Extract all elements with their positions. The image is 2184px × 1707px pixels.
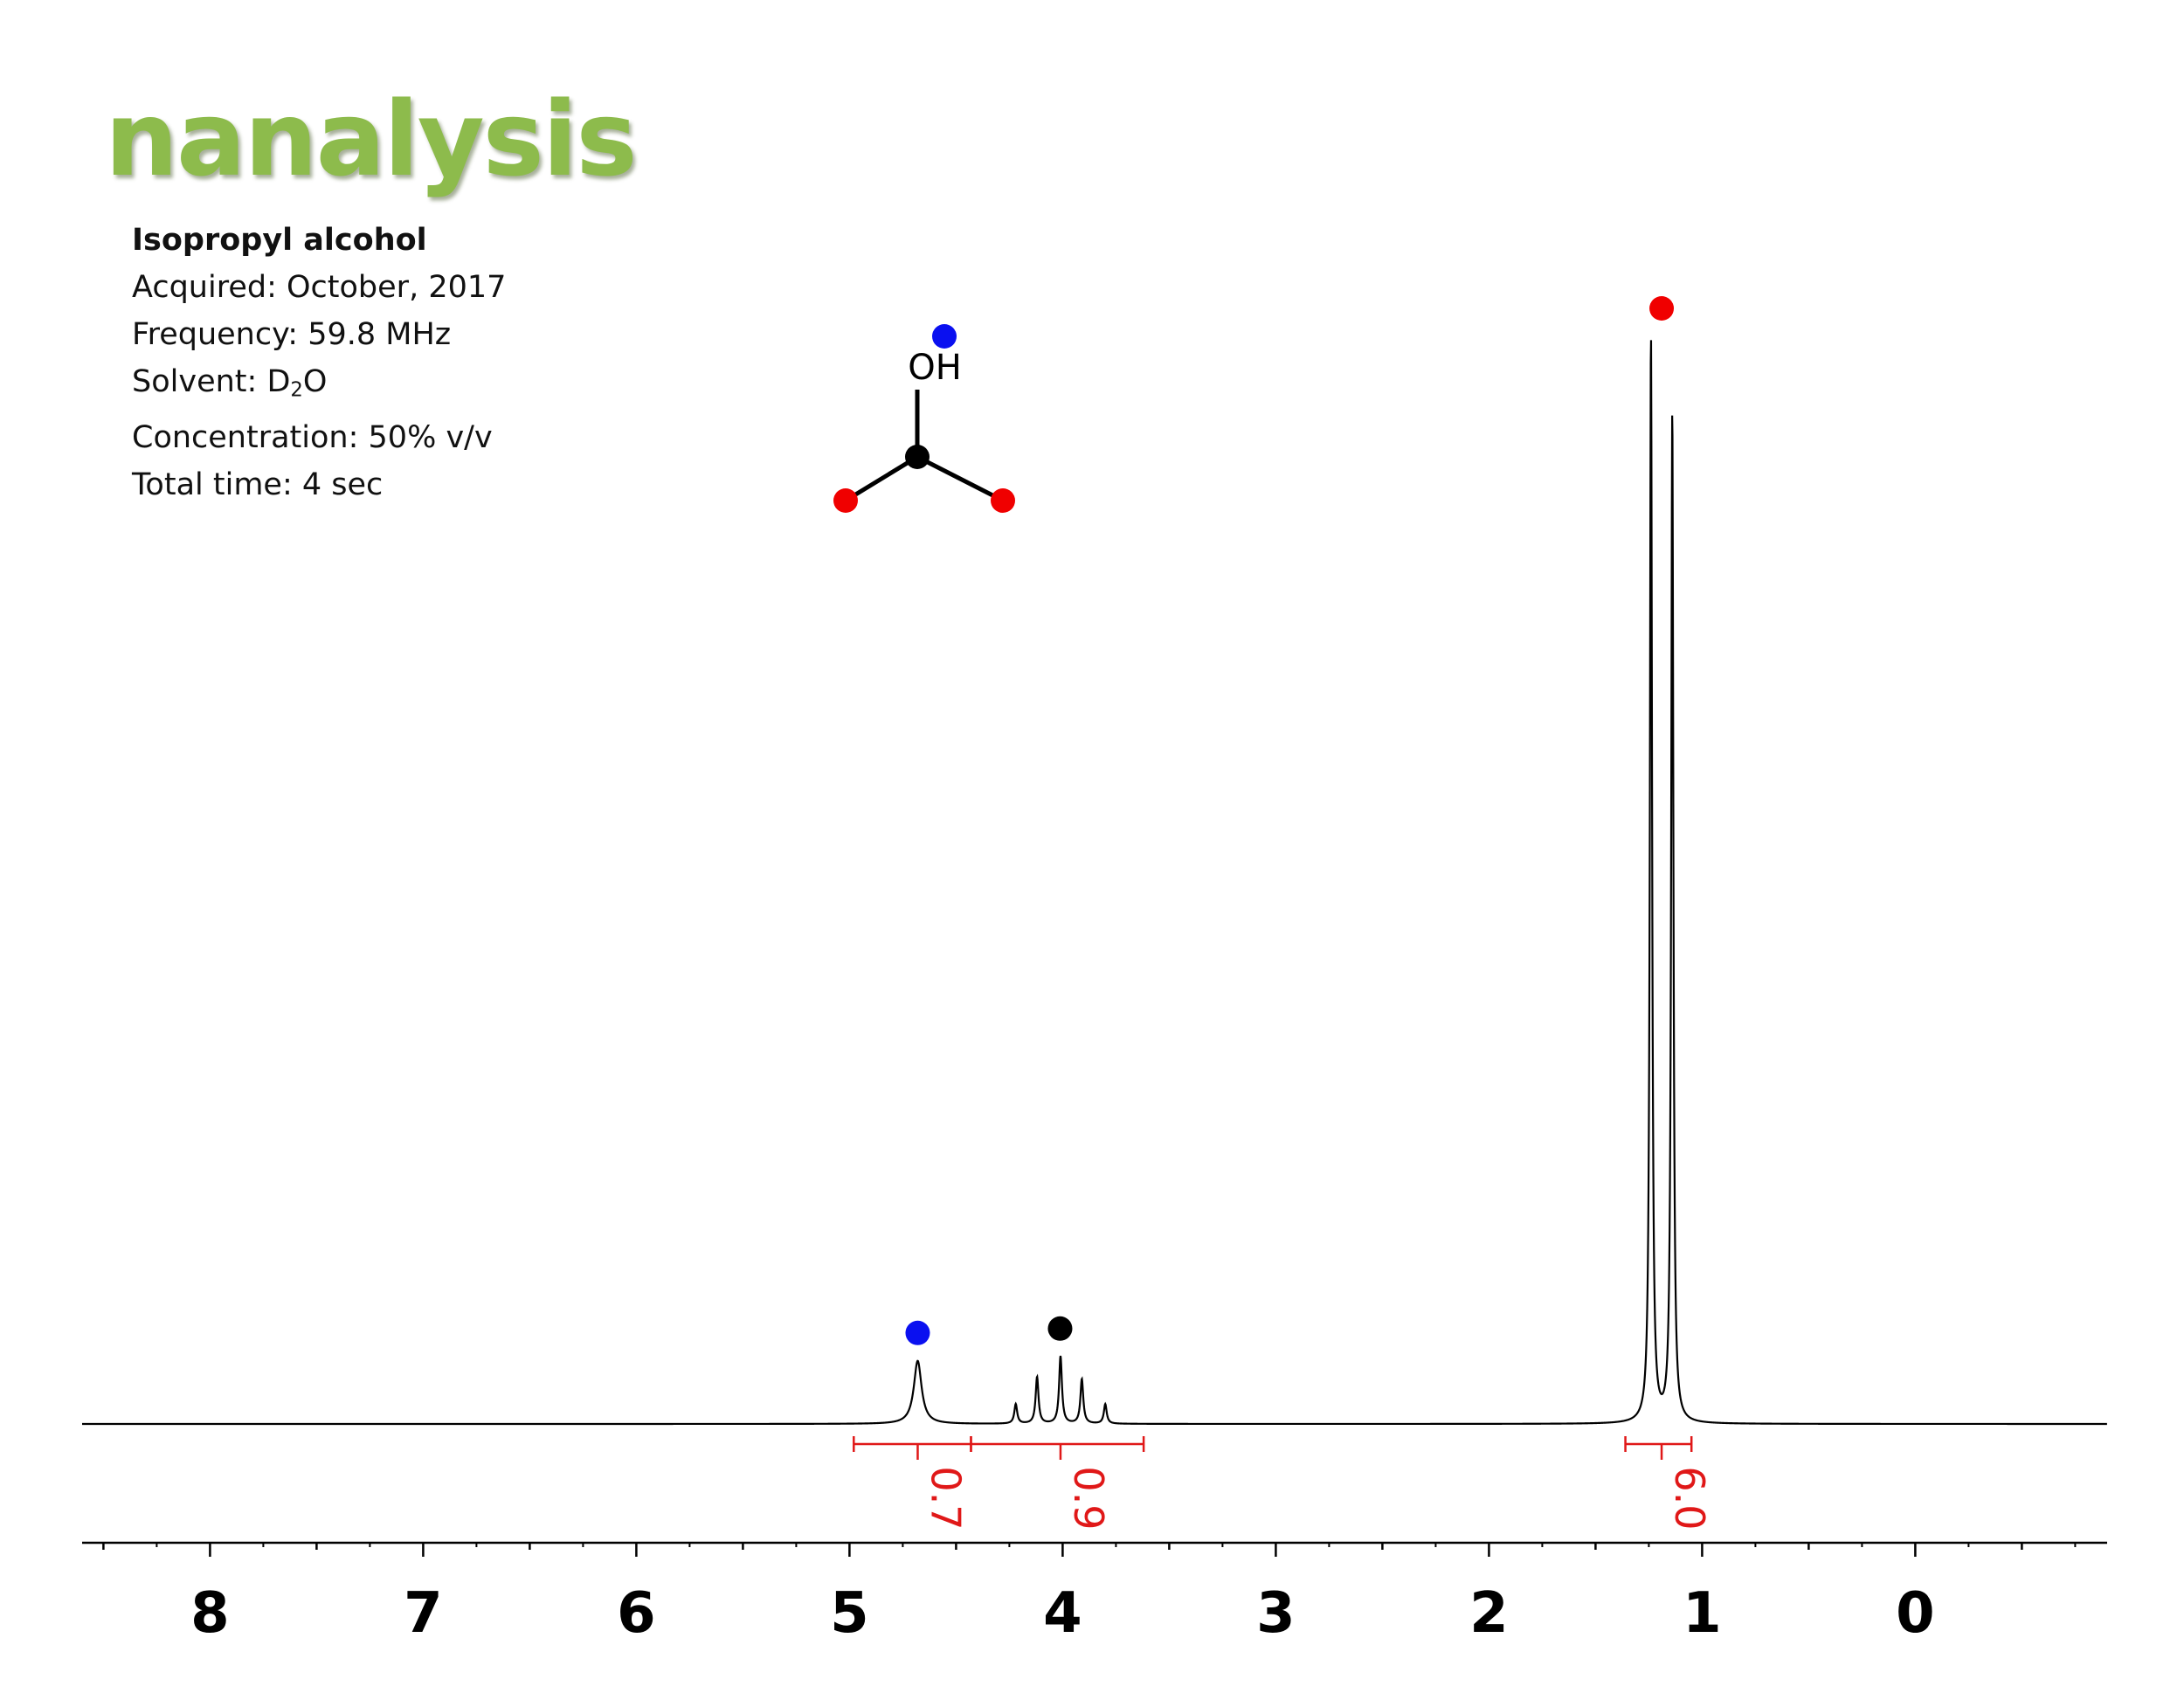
oh-label: OH — [908, 348, 962, 388]
integrals: 0.7 0.9 6.0 — [853, 1436, 1713, 1531]
peak-marker-ch — [1047, 1316, 1073, 1341]
x-tick-label: 8 — [190, 1581, 230, 1646]
molecule-structure: OH — [833, 324, 1015, 513]
frequency-line: Frequency: 59.8 MHz — [132, 317, 452, 352]
x-tick-label: 1 — [1683, 1581, 1722, 1646]
x-tick-label: 7 — [404, 1581, 443, 1646]
solvent-line: Solvent: D2O — [132, 364, 328, 402]
total-time-value: 4 sec — [301, 466, 384, 502]
x-tick-label: 3 — [1256, 1581, 1296, 1646]
concentration-value: 50% v/v — [368, 419, 493, 455]
total-time-line: Total time: 4 sec — [132, 466, 384, 502]
spectrum-trace — [82, 340, 2107, 1426]
c-ch3-bond-right — [916, 454, 1005, 503]
peak-marker-ch3 — [1649, 296, 1675, 321]
acquired-value: October, 2017 — [287, 270, 507, 305]
sample-title: Isopropyl alcohol — [132, 223, 427, 258]
ch-atom-marker — [905, 445, 930, 469]
x-tick-label: 4 — [1043, 1581, 1082, 1646]
x-tick-label: 5 — [830, 1581, 869, 1646]
integral-1: 0.9 — [970, 1436, 1145, 1531]
ch3-atom-marker-right — [991, 488, 1015, 513]
x-axis-ticks: 8 7 6 5 4 3 2 1 0 — [102, 1543, 2077, 1646]
nanalysis-logo: nanalysis — [105, 79, 638, 199]
x-tick-label: 6 — [617, 1581, 656, 1646]
sample-info: Isopropyl alcohol Acquired: October, 201… — [132, 217, 506, 508]
concentration-line: Concentration: 50% v/v — [132, 419, 493, 455]
integral-0: 0.7 — [853, 1436, 972, 1531]
integral-label: 0.9 — [1065, 1466, 1112, 1530]
integral-label: 0.7 — [922, 1466, 969, 1530]
x-tick-label: 2 — [1469, 1581, 1509, 1646]
c-ch3-bond-left — [844, 454, 919, 503]
integral-2: 6.0 — [1624, 1436, 1713, 1531]
integral-label: 6.0 — [1666, 1466, 1713, 1530]
acquired-line: Acquired: October, 2017 — [132, 270, 507, 305]
solvent-value: D2O — [266, 364, 328, 402]
frequency-value: 59.8 MHz — [308, 317, 452, 352]
peak-marker-oh — [905, 1320, 930, 1345]
peak-markers — [905, 296, 1675, 1345]
ch3-atom-marker-left — [833, 488, 858, 513]
oh-atom-marker — [932, 324, 957, 349]
x-tick-label: 0 — [1896, 1581, 1935, 1646]
